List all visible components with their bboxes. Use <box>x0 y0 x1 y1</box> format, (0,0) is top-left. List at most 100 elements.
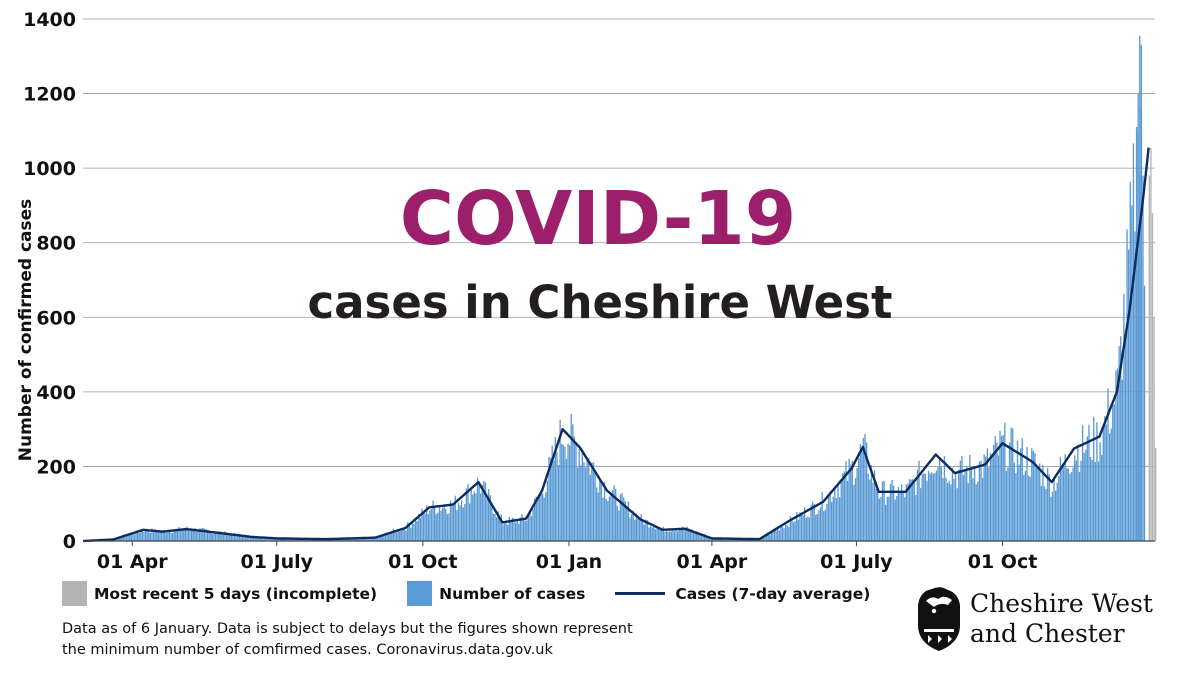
case-bar <box>499 515 501 541</box>
case-bar <box>467 483 469 541</box>
case-bar <box>510 519 512 541</box>
case-bar <box>1040 486 1043 541</box>
case-bar <box>975 484 977 541</box>
case-bar <box>923 473 925 541</box>
case-bar <box>648 527 650 541</box>
case-bar <box>387 534 390 541</box>
case-bar <box>1015 472 1017 541</box>
case-bar <box>141 531 144 541</box>
case-bar <box>559 419 561 541</box>
legend-average: Cases (7-day average) <box>615 585 870 603</box>
case-bar <box>135 530 137 541</box>
case-bar <box>1096 422 1098 541</box>
case-bar <box>981 477 984 541</box>
case-bar <box>880 496 882 541</box>
y-tick-label: 1000 <box>23 158 76 180</box>
x-tick-label: 01 Oct <box>968 551 1038 573</box>
case-bar <box>964 471 966 541</box>
case-bar <box>592 462 595 541</box>
case-bar <box>646 520 649 541</box>
case-bar <box>832 496 834 541</box>
case-bar <box>453 503 455 541</box>
case-bar <box>386 532 388 541</box>
case-bar <box>1135 127 1138 541</box>
case-bar <box>570 413 572 541</box>
case-bar <box>497 511 499 541</box>
case-bar <box>1110 428 1112 541</box>
case-bar <box>429 510 431 541</box>
case-bar <box>1062 466 1065 541</box>
case-bar <box>988 467 990 541</box>
case-bar <box>1034 453 1036 541</box>
case-bar <box>275 538 277 541</box>
case-bar <box>826 503 828 541</box>
case-bar <box>483 480 485 541</box>
case-bar <box>190 530 193 541</box>
case-bar <box>421 508 423 541</box>
case-bar <box>1027 475 1030 541</box>
case-bar <box>553 460 555 541</box>
case-bar <box>491 505 493 541</box>
case-bar <box>464 504 466 541</box>
case-bar <box>643 524 645 541</box>
case-bar <box>689 530 692 541</box>
case-bar <box>591 462 593 541</box>
case-bar <box>237 533 239 541</box>
case-bar <box>829 491 831 541</box>
case-bar <box>389 533 391 541</box>
case-bar <box>659 527 661 541</box>
legend-swatch-line <box>615 592 666 595</box>
case-bar <box>769 534 771 541</box>
case-bar <box>149 532 152 541</box>
case-bar <box>406 522 409 541</box>
case-bar <box>184 529 186 541</box>
case-bar <box>529 511 531 541</box>
case-bar <box>514 522 517 541</box>
case-bar <box>470 488 472 541</box>
case-bar <box>824 509 827 541</box>
case-bar <box>527 515 530 541</box>
case-bar <box>1093 416 1095 541</box>
case-bar <box>672 530 674 541</box>
case-bar <box>956 488 958 541</box>
case-bar <box>858 458 860 541</box>
case-bar <box>279 539 282 541</box>
case-bar <box>840 479 842 541</box>
case-bar <box>624 500 626 541</box>
case-bar <box>403 529 406 541</box>
case-bar <box>959 460 962 541</box>
legend-label-average: Cases (7-day average) <box>675 584 871 603</box>
case-bar <box>781 526 784 541</box>
case-bar <box>872 482 874 541</box>
case-bar <box>896 496 898 541</box>
case-bar <box>1016 440 1019 541</box>
case-bar <box>573 436 576 541</box>
council-name: Cheshire West and Chester <box>970 589 1153 649</box>
case-bar <box>680 529 682 541</box>
case-bar <box>670 531 672 541</box>
case-bar <box>734 539 736 541</box>
case-bar <box>586 457 588 541</box>
case-bar <box>600 481 603 541</box>
case-bar <box>642 518 644 541</box>
case-bar <box>445 508 447 541</box>
case-bar <box>775 530 777 541</box>
case-bar <box>848 458 850 541</box>
case-bar <box>554 437 557 541</box>
case-bar <box>557 465 560 541</box>
case-bar <box>283 538 285 541</box>
case-bar <box>805 517 807 541</box>
case-bar <box>394 530 396 541</box>
case-bar <box>1059 457 1062 541</box>
case-bar <box>669 531 671 541</box>
case-bar <box>958 469 960 541</box>
case-bar <box>302 539 304 541</box>
case-bar <box>626 505 628 541</box>
case-bar <box>823 511 825 541</box>
case-bar <box>831 501 833 541</box>
case-bar <box>230 534 233 541</box>
case-bar <box>915 494 917 541</box>
case-bar <box>815 514 817 541</box>
case-bar <box>565 458 568 541</box>
case-bar <box>770 531 773 541</box>
